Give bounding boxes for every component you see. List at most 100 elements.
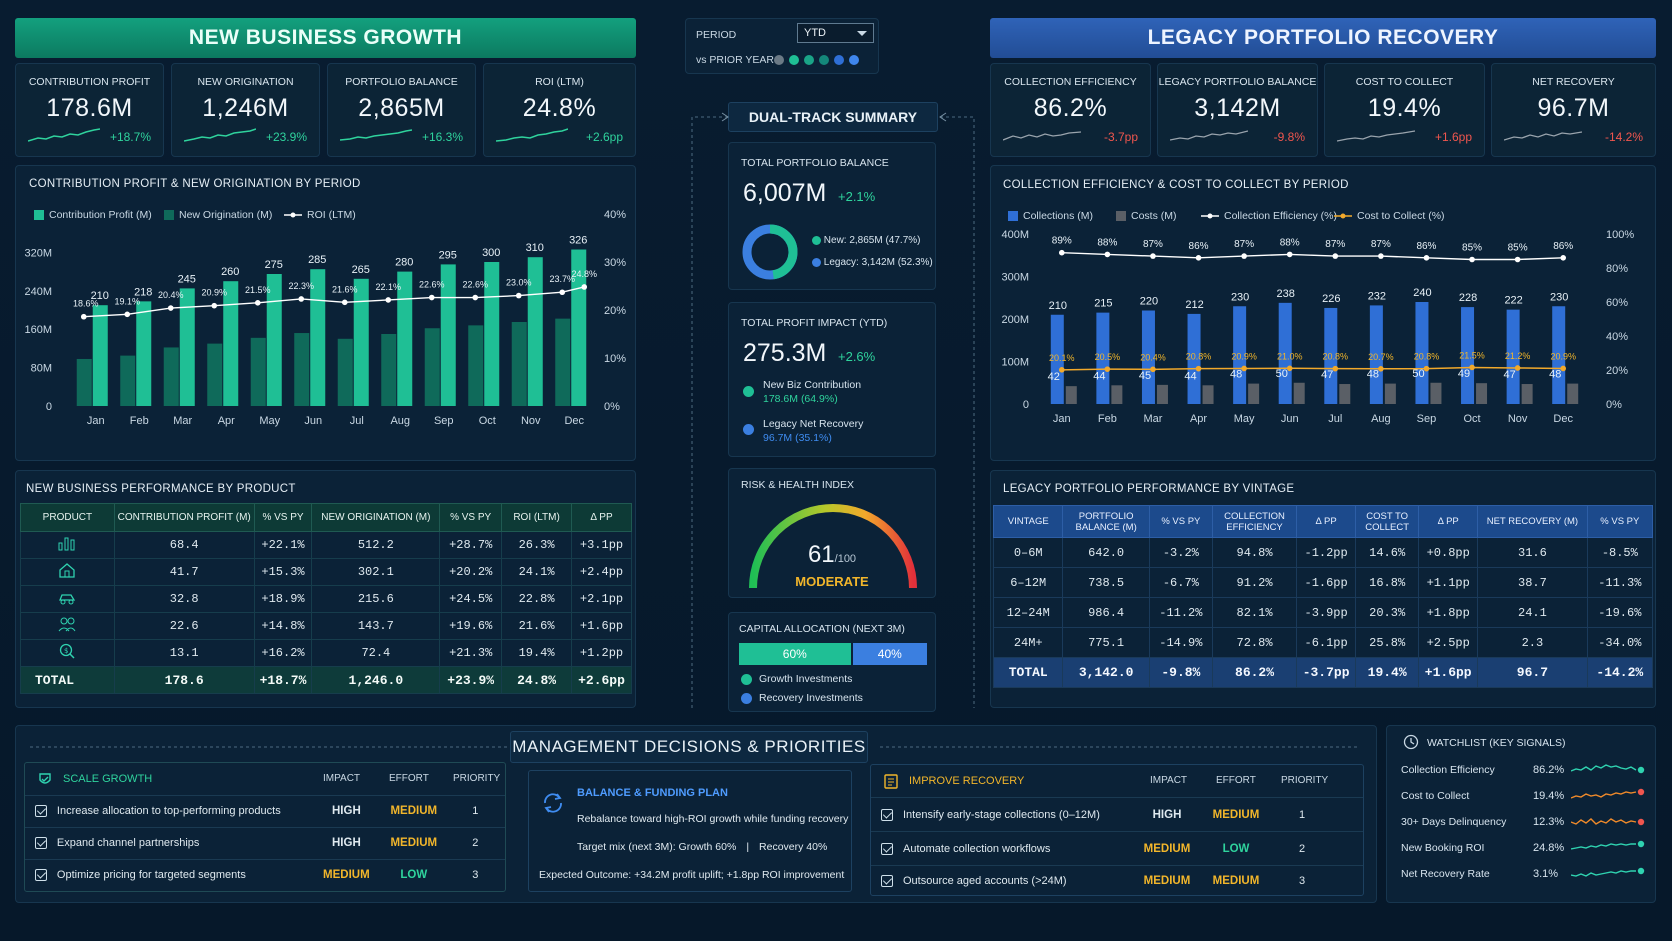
table-row[interactable]: $ 13.1 +16.2% 72.4 +21.3% 19.4% +1.2pp bbox=[20, 639, 632, 667]
period-select[interactable]: YTD bbox=[797, 23, 874, 43]
table-title: NEW BUSINESS PERFORMANCE BY PRODUCT bbox=[26, 483, 296, 495]
total-portfolio-balance-card[interactable]: TOTAL PORTFOLIO BALANCE 6,007M +2.1% New… bbox=[728, 142, 936, 290]
ctc-point bbox=[1332, 365, 1339, 372]
table-row[interactable]: 22.6 +14.8% 143.7 +19.6% 21.6% +1.6pp bbox=[20, 612, 632, 640]
roi-label: 19.1% bbox=[114, 296, 140, 306]
watchlist-row[interactable]: 30+ Days Delinquency 12.3% bbox=[1401, 812, 1647, 832]
decision-row[interactable]: Expand channel partnerships HIGH MEDIUM 2 bbox=[25, 827, 505, 857]
y-tick-label: 100M bbox=[1001, 357, 1029, 369]
col-header[interactable]: % VS PY bbox=[439, 503, 503, 532]
col-header[interactable]: Δ PP bbox=[1418, 505, 1479, 538]
ctc-label: 20.9% bbox=[1231, 351, 1257, 361]
bar-value-label: 280 bbox=[395, 257, 413, 269]
col-header[interactable]: PORTFOLIO BALANCE (M) bbox=[1062, 505, 1150, 538]
watchlist-row[interactable]: New Booking ROI 24.8% bbox=[1401, 838, 1647, 858]
dot[interactable] bbox=[834, 55, 844, 65]
roi-label: 22.6% bbox=[419, 280, 445, 290]
table-row[interactable]: 24M+ 775.1 -14.9% 72.8% -6.1pp 25.8% +2.5pp 2.3… bbox=[992, 627, 1654, 658]
cell: 68.4 bbox=[113, 531, 255, 559]
table-row[interactable]: 6–12M 738.5 -6.7% 91.2% -1.6pp 16.8% +1.1pp 38.… bbox=[992, 567, 1654, 598]
kpi-net-recovery[interactable]: NET RECOVERY 96.7M -14.2% bbox=[1491, 63, 1656, 157]
svg-text:$: $ bbox=[64, 647, 68, 655]
x-tick-label: Aug bbox=[390, 415, 410, 427]
cell: -19.6% bbox=[1586, 597, 1654, 628]
col-header[interactable]: PRODUCT bbox=[20, 503, 115, 532]
col-header[interactable]: NEW ORIGINATION (M) bbox=[311, 503, 441, 532]
decision-row[interactable]: Automate collection workflows MEDIUM LOW 2 bbox=[871, 831, 1363, 865]
col-header[interactable]: NET RECOVERY (M) bbox=[1477, 505, 1588, 538]
decision-row[interactable]: Intensify early-stage collections (0–12M… bbox=[871, 797, 1363, 831]
cell: 178.6 bbox=[113, 666, 255, 694]
watchlist-row[interactable]: Net Recovery Rate 3.1% bbox=[1401, 864, 1647, 884]
dot[interactable] bbox=[804, 55, 814, 65]
checkbox-icon[interactable] bbox=[35, 836, 47, 849]
ce-point bbox=[1469, 256, 1475, 263]
bar-value-label: 240 bbox=[1413, 287, 1431, 299]
comparison-dots[interactable] bbox=[774, 55, 859, 65]
dot[interactable] bbox=[789, 55, 799, 65]
dot[interactable] bbox=[774, 55, 784, 65]
x-tick-label: Jun bbox=[1281, 413, 1299, 425]
kpi-collection-efficiency[interactable]: COLLECTION EFFICIENCY 86.2% -3.7pp bbox=[990, 63, 1151, 157]
kpi-cost-to-collect[interactable]: COST TO COLLECT 19.4% +1.6pp bbox=[1324, 63, 1485, 157]
checkbox-icon[interactable] bbox=[881, 875, 893, 887]
table-total-row[interactable]: TOTAL 178.6 +18.7% 1,246.0 +23.9% 24.8% +2.6p… bbox=[20, 666, 632, 694]
bar-new-origination bbox=[76, 358, 92, 406]
ctc-point bbox=[1286, 365, 1293, 372]
bar-value-label: 44 bbox=[1184, 370, 1196, 382]
col-header[interactable]: ROI (LTM) bbox=[501, 503, 572, 532]
col-header[interactable]: Δ PP bbox=[571, 503, 632, 532]
allocation-bar[interactable]: 60% 40% bbox=[739, 643, 927, 665]
table-row[interactable]: 68.4 +22.1% 512.2 +28.7% 26.3% +3.1pp bbox=[20, 531, 632, 559]
kpi-contribution-profit[interactable]: CONTRIBUTION PROFIT 178.6M +18.7% bbox=[15, 63, 164, 157]
table-row[interactable]: 41.7 +15.3% 302.1 +20.2% 24.1% +2.4pp bbox=[20, 558, 632, 586]
col-header[interactable]: % VS PY bbox=[253, 503, 313, 532]
legend-dot bbox=[812, 235, 821, 245]
table-row[interactable]: 32.8 +18.9% 215.6 +24.5% 22.8% +2.1pp bbox=[20, 585, 632, 613]
bar-costs bbox=[1202, 385, 1214, 404]
kpi-delta: -3.7pp bbox=[1103, 130, 1138, 144]
kpi-value: 3,142M bbox=[1194, 94, 1281, 122]
kpi-label: LEGACY PORTFOLIO BALANCE bbox=[1158, 76, 1317, 88]
kpi-portfolio-balance[interactable]: PORTFOLIO BALANCE 2,865M +16.3% bbox=[327, 63, 476, 157]
cp-origination-chart-panel: CONTRIBUTION PROFIT & NEW ORIGINATION BY… bbox=[15, 165, 636, 461]
col-header[interactable]: % VS PY bbox=[1148, 505, 1213, 538]
checkbox-icon[interactable] bbox=[35, 804, 47, 817]
table-total-row[interactable]: TOTAL 3,142.0 -9.8% 86.2% -3.7pp 19.4% +1.6pp 9… bbox=[992, 657, 1654, 688]
col-header[interactable]: CONTRIBUTION PROFIT (M) bbox=[113, 503, 255, 532]
checkbox-icon[interactable] bbox=[881, 808, 893, 821]
decision-row[interactable]: Optimize pricing for targeted segments ME… bbox=[25, 859, 505, 889]
bar-value-label: 210 bbox=[1049, 300, 1067, 312]
checkbox-icon[interactable] bbox=[881, 842, 893, 855]
improve-recovery-title: IMPROVE RECOVERY bbox=[909, 775, 1025, 787]
col-header[interactable]: COST TO COLLECT bbox=[1355, 505, 1420, 538]
col-header[interactable]: Δ PP bbox=[1296, 505, 1357, 538]
kpi-legacy-balance[interactable]: LEGACY PORTFOLIO BALANCE 3,142M -9.8% bbox=[1157, 63, 1318, 157]
watchlist-value: 19.4% bbox=[1533, 790, 1565, 802]
cell: -3.2% bbox=[1148, 537, 1213, 568]
checkbox-icon[interactable] bbox=[35, 868, 47, 881]
table-row[interactable]: 12–24M 986.4 -11.2% 82.1% -3.9pp 20.3% +1.8pp 2… bbox=[992, 597, 1654, 628]
legend-label: Costs (M) bbox=[1131, 210, 1177, 222]
col-header[interactable]: % VS PY bbox=[1586, 505, 1654, 538]
col-header[interactable]: COLLECTION EFFICIENCY bbox=[1211, 505, 1298, 538]
risk-health-index-card[interactable]: RISK & HEALTH INDEX 61/100 MODERATE bbox=[728, 468, 936, 598]
watchlist-row[interactable]: Collection Efficiency 86.2% bbox=[1401, 760, 1647, 780]
decision-row[interactable]: Outsource aged accounts (>24M) MEDIUM MEDI… bbox=[871, 865, 1363, 896]
kpi-new-origination[interactable]: NEW ORIGINATION 1,246M +23.9% bbox=[171, 63, 320, 157]
watchlist-row[interactable]: Cost to Collect 19.4% bbox=[1401, 786, 1647, 806]
dot[interactable] bbox=[819, 55, 829, 65]
roi-label: 22.1% bbox=[375, 282, 401, 292]
capital-allocation-card[interactable]: CAPITAL ALLOCATION (NEXT 3M) 60% 40% Gro… bbox=[728, 612, 936, 712]
bar-value-label: 44 bbox=[1093, 370, 1105, 382]
decision-text: Expand channel partnerships bbox=[56, 836, 200, 849]
cell: 94.8% bbox=[1211, 537, 1298, 568]
sparkline-icon bbox=[184, 128, 256, 142]
decision-row[interactable]: Increase allocation to top-performing pr… bbox=[25, 795, 505, 825]
col-header[interactable]: VINTAGE bbox=[992, 505, 1064, 538]
cell: 6–12M bbox=[992, 567, 1064, 598]
kpi-roi[interactable]: ROI (LTM) 24.8% +2.6pp bbox=[483, 63, 636, 157]
table-row[interactable]: 0–6M 642.0 -3.2% 94.8% -1.2pp 14.6% +0.8pp 31.6… bbox=[992, 537, 1654, 568]
dot[interactable] bbox=[849, 55, 859, 65]
total-profit-impact-card[interactable]: TOTAL PROFIT IMPACT (YTD) 275.3M +2.6% N… bbox=[728, 302, 936, 457]
